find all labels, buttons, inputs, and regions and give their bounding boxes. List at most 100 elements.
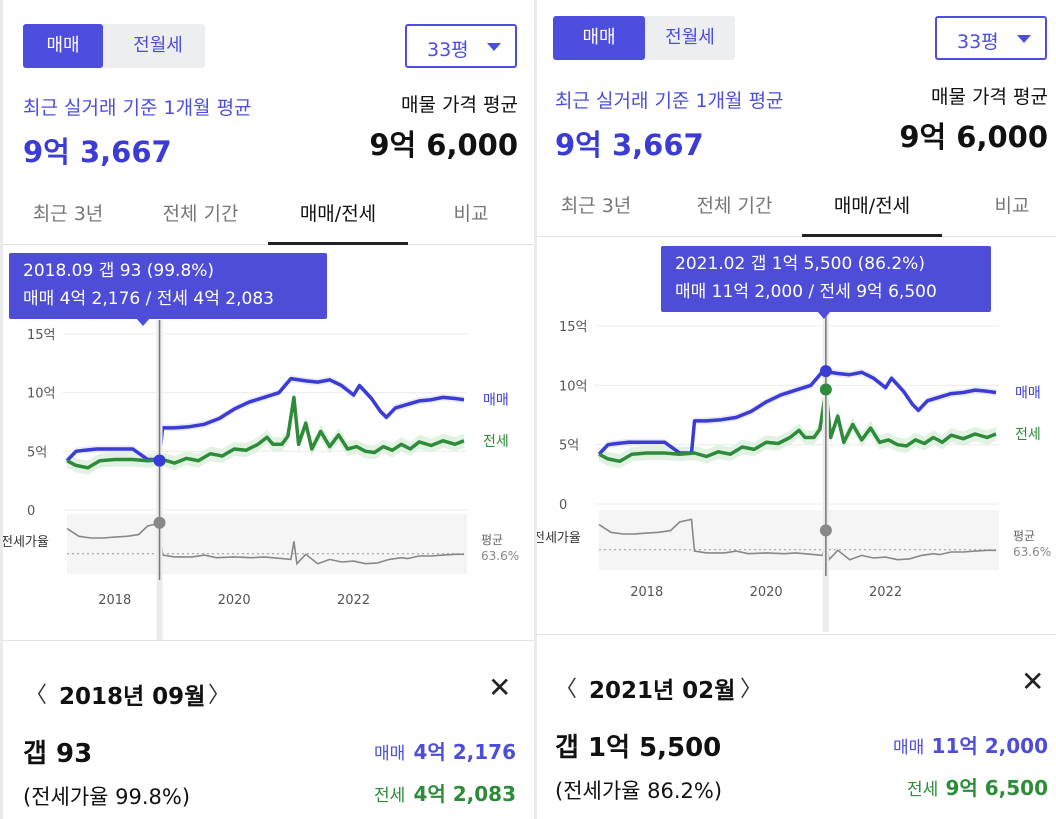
detail-sale-value: 11억 2,000 bbox=[931, 734, 1048, 758]
listing-avg-label: 매물 가격 평균 bbox=[401, 94, 518, 116]
tooltip-line-1: 2018.09 갭 93 (99.8%) bbox=[23, 261, 215, 281]
detail-jeonse-label: 전세 bbox=[374, 786, 406, 806]
average-label: 평균 bbox=[481, 533, 503, 547]
ratio-chart-bg bbox=[67, 514, 467, 574]
tab-all-period[interactable]: 전체 기간 bbox=[162, 203, 239, 225]
price-panel-right: 매매 전월세 33평 최근 실거래 기준 1개월 평균 9억 3,667 매물 … bbox=[537, 0, 1056, 819]
segment-sale-button[interactable]: 매매 bbox=[553, 16, 645, 60]
chevron-right-icon[interactable]: 〉 bbox=[208, 683, 231, 708]
close-icon[interactable]: ✕ bbox=[488, 671, 512, 704]
series-label-jeonse: 전세 bbox=[483, 434, 509, 450]
tooltip-line-1: 2021.02 갭 1억 5,500 (86.2%) bbox=[675, 254, 925, 274]
y-tick-label: 10억 bbox=[559, 379, 588, 394]
segment-rent-button[interactable]: 전월세 bbox=[133, 35, 183, 56]
ratio-chart-bg bbox=[599, 510, 999, 570]
selected-ratio-point bbox=[153, 516, 166, 529]
area-select-value: 33평 bbox=[957, 31, 999, 53]
tooltip-arrow bbox=[136, 318, 150, 326]
detail-card: 〈 2018년 09월 〉 ✕ 갭 93 (전세가율 99.8%) 매매 4억 … bbox=[3, 640, 534, 819]
detail-ratio: (전세가율 99.8%) bbox=[23, 785, 191, 809]
tab-compare[interactable]: 비교 bbox=[994, 195, 1030, 217]
caret-down-icon bbox=[1017, 35, 1031, 43]
deal-type-segment: 매매 전월세 bbox=[553, 16, 735, 60]
detail-date: 2021년 02월 bbox=[589, 678, 736, 704]
recent-avg-value: 9억 3,667 bbox=[23, 135, 172, 169]
y-tick-label: 15억 bbox=[559, 320, 588, 335]
y-tick-label: 5억 bbox=[559, 439, 579, 454]
selected-jeonse-point bbox=[819, 383, 832, 396]
detail-jeonse-value: 9억 6,500 bbox=[945, 776, 1048, 800]
tooltip-line-2: 매매 11억 2,000 / 전세 9억 6,500 bbox=[675, 282, 937, 302]
ratio-line bbox=[598, 518, 996, 562]
tab-recent-3y[interactable]: 최근 3년 bbox=[32, 203, 104, 225]
jeonse-range-band bbox=[67, 390, 465, 475]
x-tick-label: 2018 bbox=[98, 593, 131, 608]
tab-sale-jeonse[interactable]: 매매/전세 bbox=[299, 203, 377, 225]
detail-date: 2018년 09월 bbox=[59, 684, 206, 710]
sale-line bbox=[597, 369, 997, 456]
detail-gap: 갭 93 bbox=[23, 739, 93, 769]
y-tick-label: 0 bbox=[559, 498, 567, 513]
detail-sale-label: 매매 bbox=[893, 738, 925, 758]
listing-avg-label: 매물 가격 평균 bbox=[931, 86, 1048, 108]
series-label-sale: 매매 bbox=[1015, 385, 1041, 401]
segment-sale-button[interactable]: 매매 bbox=[23, 24, 103, 68]
tooltip-arrow bbox=[817, 311, 831, 319]
average-value: 63.6% bbox=[481, 549, 519, 563]
detail-sale-value: 4억 2,176 bbox=[413, 740, 516, 764]
segment-rent-button[interactable]: 전월세 bbox=[665, 27, 715, 48]
x-tick-label: 2018 bbox=[630, 585, 663, 600]
ratio-line bbox=[66, 522, 464, 566]
x-tick-label: 2022 bbox=[869, 585, 902, 600]
chart-tooltip: 2021.02 갭 1억 5,500 (86.2%) 매매 11억 2,000 … bbox=[661, 246, 991, 312]
y-tick-label: 0 bbox=[27, 504, 35, 519]
chevron-left-icon[interactable]: 〈 bbox=[25, 683, 48, 708]
y-tick-label: 15억 bbox=[27, 328, 56, 343]
tab-all-period[interactable]: 전체 기간 bbox=[696, 195, 773, 217]
sale-line bbox=[65, 376, 465, 462]
average-value: 63.6% bbox=[1013, 545, 1051, 559]
recent-avg-label: 최근 실거래 기준 1개월 평균 bbox=[23, 97, 252, 119]
detail-sale-label: 매매 bbox=[374, 744, 406, 764]
y-tick-label: 10억 bbox=[27, 387, 56, 402]
average-label: 평균 bbox=[1013, 529, 1035, 543]
chevron-right-icon[interactable]: 〉 bbox=[740, 677, 763, 702]
close-icon[interactable]: ✕ bbox=[1021, 665, 1045, 698]
price-panel-left: 매매 전월세 33평 최근 실거래 기준 1개월 평균 9억 3,667 매물 … bbox=[3, 0, 534, 819]
area-select[interactable]: 33평 bbox=[935, 16, 1047, 60]
tab-active-underline bbox=[802, 234, 942, 237]
deal-type-segment: 매매 전월세 bbox=[23, 24, 205, 68]
area-select-value: 33평 bbox=[427, 39, 469, 61]
tab-sale-jeonse[interactable]: 매매/전세 bbox=[833, 195, 911, 217]
chart-tooltip: 2018.09 갭 93 (99.8%) 매매 4억 2,176 / 전세 4억… bbox=[9, 253, 327, 319]
ratio-label: 전세가율 bbox=[537, 531, 581, 546]
x-tick-label: 2020 bbox=[218, 593, 251, 608]
listing-avg-value: 9억 6,000 bbox=[369, 128, 518, 162]
tab-compare[interactable]: 비교 bbox=[453, 203, 489, 225]
detail-jeonse-label: 전세 bbox=[907, 780, 939, 800]
selected-sale-point bbox=[819, 365, 832, 378]
chevron-left-icon[interactable]: 〈 bbox=[555, 677, 578, 702]
tooltip-line-2: 매매 4억 2,176 / 전세 4억 2,083 bbox=[23, 289, 274, 309]
jeonse-range-band bbox=[599, 382, 997, 469]
area-select[interactable]: 33평 bbox=[405, 24, 517, 68]
detail-ratio: (전세가율 86.2%) bbox=[555, 779, 723, 803]
x-tick-label: 2022 bbox=[337, 593, 370, 608]
selected-sale-point bbox=[153, 454, 166, 467]
ratio-label: 전세가율 bbox=[3, 535, 49, 550]
selected-ratio-point bbox=[819, 524, 832, 537]
tab-divider bbox=[537, 236, 1056, 237]
series-label-sale: 매매 bbox=[483, 393, 509, 409]
detail-card: 〈 2021년 02월 〉 ✕ 갭 1억 5,500 (전세가율 86.2%) … bbox=[537, 634, 1056, 814]
series-label-jeonse: 전세 bbox=[1015, 427, 1041, 443]
x-tick-label: 2020 bbox=[750, 585, 783, 600]
tab-active-underline bbox=[268, 242, 408, 245]
tab-recent-3y[interactable]: 최근 3년 bbox=[560, 195, 632, 217]
recent-avg-value: 9억 3,667 bbox=[555, 128, 704, 162]
recent-avg-label: 최근 실거래 기준 1개월 평균 bbox=[555, 90, 784, 112]
y-tick-label: 5억 bbox=[27, 445, 47, 460]
listing-avg-value: 9억 6,000 bbox=[899, 120, 1048, 154]
caret-down-icon bbox=[487, 43, 501, 51]
